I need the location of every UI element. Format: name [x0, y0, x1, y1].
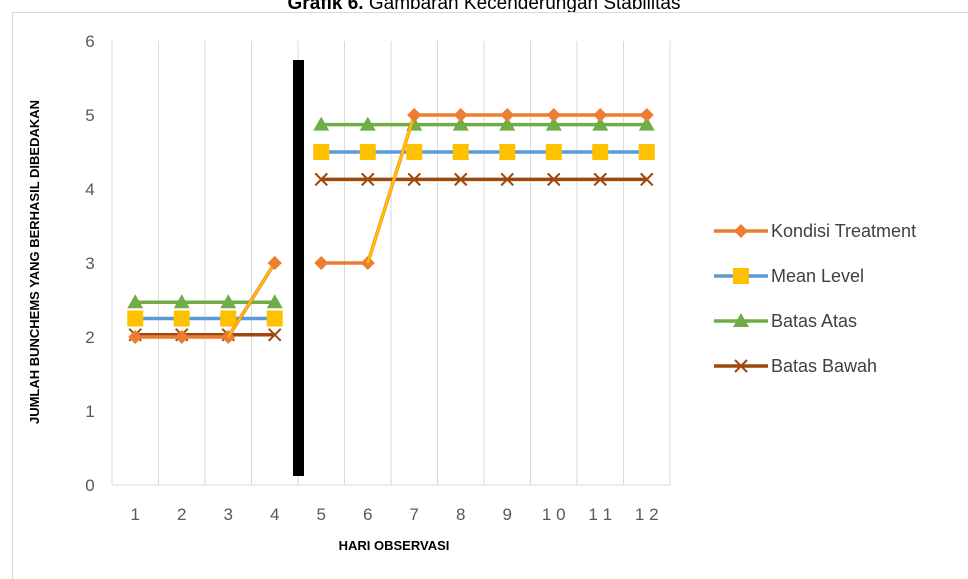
kondisi-treatment-point: [128, 330, 143, 344]
kondisi-treatment-point: [500, 108, 515, 122]
y-tick-label: 6: [85, 32, 94, 51]
y-tick-label: 4: [85, 180, 94, 199]
batas-bawah-point: [500, 172, 514, 187]
y-tick-label: 3: [85, 254, 94, 273]
x-tick-labels: 1 2 3 4 5 6 7 8 9 1 0 1 1 1 2: [131, 505, 659, 524]
kondisi-treatment-point: [267, 256, 282, 270]
legend: Kondisi Treatment Mean Level Batas Atas Bat…: [714, 221, 916, 376]
legend-label-batas-bawah: Batas Bawah: [771, 356, 877, 376]
plot-area: [127, 60, 655, 476]
y-tick-labels: 0 1 2 3 4 5 6: [85, 32, 94, 495]
x-tick-label: 4: [270, 505, 279, 524]
mean-level-point: [313, 144, 330, 160]
batas-bawah-point: [268, 328, 282, 342]
mean-level-point: [220, 310, 237, 327]
mean-level-point: [127, 310, 144, 327]
x-tick-label: 8: [456, 505, 465, 524]
mean-level-point: [266, 310, 283, 327]
legend-label-batas-atas: Batas Atas: [771, 311, 857, 331]
batas-bawah-point: [593, 172, 607, 187]
mean-level-point: [173, 310, 190, 327]
legend-label-mean-level: Mean Level: [771, 266, 864, 286]
kondisi-treatment-point: [407, 108, 422, 122]
kondisi-treatment-point: [453, 108, 468, 122]
chart-title: Grafik 6. Gambaran Kecenderungan Stabili…: [0, 0, 968, 15]
gridlines: [111, 41, 671, 486]
legend-marker-mean-level: [733, 268, 749, 284]
x-tick-label: 1 0: [542, 505, 566, 524]
batas-atas-point: [359, 116, 376, 131]
x-tick-label: 7: [410, 505, 419, 524]
batas-atas-point: [313, 116, 330, 131]
kondisi-treatment-point: [174, 330, 189, 344]
kondisi-treatment-point: [639, 108, 654, 122]
batas-bawah-point: [314, 172, 328, 187]
y-tick-label: 2: [85, 328, 94, 347]
mean-level-point: [592, 144, 609, 160]
x-tick-label: 9: [503, 505, 512, 524]
batas-atas-point: [499, 116, 516, 131]
y-tick-label: 1: [85, 402, 94, 421]
batas-atas-point: [220, 294, 237, 309]
batas-atas-point: [592, 116, 609, 131]
phase-divider: [293, 60, 304, 476]
batas-atas-point: [638, 116, 655, 131]
batas-bawah-point: [361, 172, 375, 187]
chart-frame: [12, 12, 968, 579]
batas-bawah-point: [640, 172, 654, 187]
x-axis-title: HARI OBSERVASI: [339, 538, 450, 553]
batas-bawah-point: [547, 172, 561, 187]
legend-marker-batas-atas: [733, 313, 749, 327]
mean-level-point: [452, 144, 469, 160]
kondisi-treatment-point: [546, 108, 561, 122]
x-tick-label: 5: [317, 505, 326, 524]
batas-atas-point: [266, 294, 283, 309]
batas-atas-point: [173, 294, 190, 309]
x-tick-label: 1 1: [588, 505, 612, 524]
x-tick-label: 6: [363, 505, 372, 524]
x-tick-label: 1: [131, 505, 140, 524]
y-tick-label: 5: [85, 106, 94, 125]
batas-bawah-point: [407, 172, 421, 187]
treatment-connector-line: [366, 114, 416, 264]
kondisi-treatment-point: [314, 256, 329, 270]
mean-level-point: [499, 144, 516, 160]
x-tick-label: 2: [177, 505, 186, 524]
chart-title-text: Gambaran Kecenderungan Stabilitas: [363, 0, 681, 14]
batas-bawah-point: [454, 172, 468, 187]
legend-marker-batas-bawah: [734, 359, 748, 373]
y-tick-label: 0: [85, 476, 94, 495]
treatment-connector-line: [227, 262, 276, 338]
chart-title-number: Grafik 6.: [287, 0, 364, 14]
batas-atas-point: [545, 116, 562, 131]
y-axis-title: JUMLAH BUNCHEMS YANG BERHASIL DIBEDAKAN: [27, 100, 42, 424]
batas-atas-point: [127, 294, 144, 309]
mean-level-point: [638, 144, 655, 160]
mean-level-point: [406, 144, 423, 160]
legend-marker-kondisi-treatment: [734, 224, 748, 238]
mean-level-point: [545, 144, 562, 160]
legend-label-kondisi-treatment: Kondisi Treatment: [771, 221, 916, 241]
x-tick-label: 1 2: [635, 505, 659, 524]
kondisi-treatment-point: [593, 108, 608, 122]
mean-level-point: [359, 144, 376, 160]
batas-atas-point: [452, 116, 469, 131]
x-tick-label: 3: [224, 505, 233, 524]
